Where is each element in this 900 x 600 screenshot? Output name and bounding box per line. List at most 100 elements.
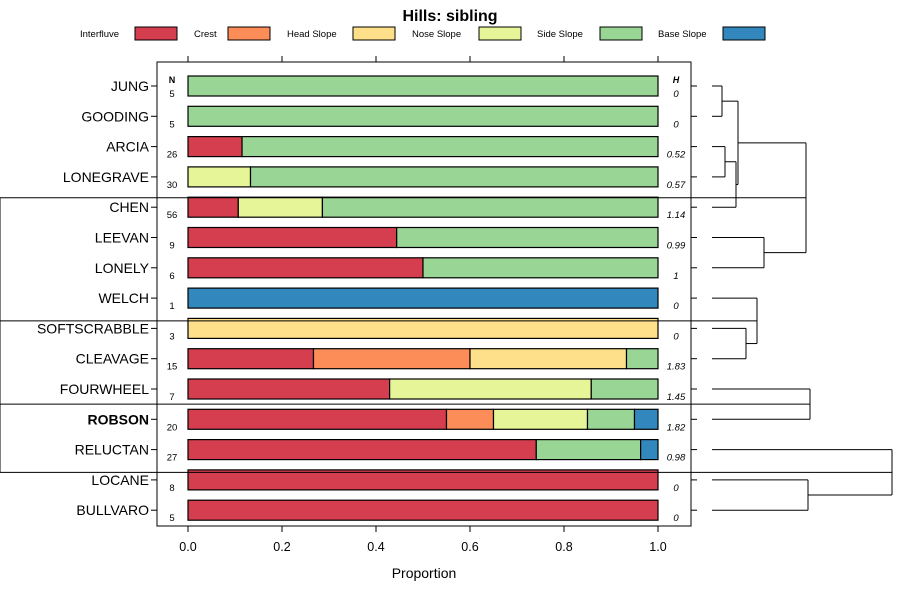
row-h-value: 0 (673, 513, 679, 524)
row-n-value: 9 (169, 241, 174, 252)
bar-segment (590, 378, 659, 400)
bar-segment (187, 105, 659, 127)
bar-segment (187, 439, 537, 461)
row-label: GOODING (81, 108, 149, 124)
row-h-value: 1.82 (667, 422, 686, 433)
legend: Interfluve Crest Head Slope Nose Slope Side … (80, 26, 766, 41)
bar-segment (187, 287, 659, 309)
row-h-value: 0.57 (667, 180, 686, 191)
bar-segment (640, 439, 659, 461)
row-n-value: 26 (167, 150, 178, 161)
row-h-value: 1 (673, 271, 678, 282)
row-label: LEEVAN (95, 230, 149, 246)
bar-segment (187, 257, 424, 279)
row-n-value: 15 (167, 362, 178, 373)
row-label: SOFTSCRABBLE (37, 320, 149, 336)
bar-row: LOCANE 8 0 (91, 469, 697, 494)
row-n-value: 1 (169, 301, 174, 312)
row-label: LOCANE (91, 472, 149, 488)
row-n-value: 8 (169, 483, 174, 494)
legend-swatch (599, 26, 643, 41)
bar-segment (187, 348, 315, 370)
row-h-value: 0 (673, 331, 679, 342)
row-n-value: 56 (167, 210, 178, 221)
x-tick-label: 0.2 (273, 540, 290, 554)
bar-segment (396, 226, 659, 249)
row-n-value: 5 (169, 513, 174, 524)
bar-segment (237, 196, 324, 218)
bar-segment (422, 257, 659, 279)
n-column-header: N (169, 75, 176, 85)
bar-segment (187, 499, 659, 521)
chart-title: Hills: sibling (402, 8, 497, 25)
row-label: LONEGRAVE (63, 169, 149, 185)
bar-segment (625, 348, 659, 370)
row-label: CHEN (109, 199, 149, 215)
bar-segment (445, 408, 495, 430)
legend-label: Side Slope (537, 29, 583, 40)
row-h-value: 0 (673, 119, 679, 130)
row-label: FOURWHEEL (60, 381, 149, 397)
legend-swatch (134, 26, 178, 41)
row-n-value: 5 (169, 119, 174, 130)
bar-segment (187, 226, 398, 249)
row-label: ARCIA (106, 139, 149, 155)
bar-row: LEEVAN 9 0.99 (95, 226, 697, 252)
row-label: BULLVARO (76, 502, 149, 518)
row-n-value: 5 (169, 89, 174, 100)
bar-row: ARCIA 26 0.52 (106, 136, 697, 161)
legend-swatch (722, 26, 766, 41)
row-h-value: 1.83 (667, 362, 686, 373)
bar-segment (312, 348, 471, 370)
bar-row: ROBSON 20 1.82 (88, 408, 697, 433)
x-tick-label: 0.6 (461, 540, 478, 554)
row-n-value: 3 (169, 331, 174, 342)
bar-row: FOURWHEEL 7 1.45 (60, 378, 697, 403)
x-tick-label: 1.0 (649, 540, 666, 554)
bar-row: JUNG 5 0 (111, 75, 697, 100)
dendrogram (0, 85, 893, 511)
row-n-value: 7 (169, 392, 174, 403)
legend-swatch (478, 26, 522, 41)
bar-segment (321, 196, 659, 218)
bar-segment (389, 378, 592, 400)
legend-label: Base Slope (658, 29, 707, 40)
bar-row: WELCH 1 0 (98, 287, 697, 312)
row-h-value: 0 (673, 483, 679, 494)
bar-segment (633, 408, 659, 430)
bar-row: GOODING 5 0 (81, 105, 697, 130)
row-h-value: 0 (673, 301, 679, 312)
row-h-value: 0 (673, 89, 679, 100)
bar-segment (187, 196, 239, 218)
row-n-value: 30 (167, 180, 178, 191)
bar-segment (187, 408, 448, 430)
plot-frame (156, 61, 692, 527)
bar-segment (492, 408, 589, 430)
bar-row: LONELY 6 1 (95, 257, 697, 282)
h-column-header: H (673, 75, 680, 85)
row-h-value: 0.98 (667, 453, 686, 464)
x-axis: 0.0 0.2 0.4 0.6 0.8 1.0 (179, 56, 667, 554)
row-h-value: 0.52 (667, 150, 686, 161)
x-tick-label: 0.8 (555, 540, 572, 554)
row-h-value: 0.99 (667, 241, 686, 252)
x-tick-label: 0.4 (367, 540, 384, 554)
legend-swatch (352, 26, 396, 41)
row-label: JUNG (111, 78, 149, 94)
row-label: WELCH (98, 290, 149, 306)
bar-row: LONEGRAVE 30 0.57 (63, 166, 697, 191)
row-label: CLEAVAGE (76, 351, 149, 367)
bar-segment (187, 378, 391, 400)
row-h-value: 1.45 (667, 392, 686, 403)
bar-row: SOFTSCRABBLE 3 0 (37, 317, 697, 342)
bar-segment (241, 136, 659, 158)
bar-segment (535, 439, 642, 461)
row-n-value: 27 (167, 453, 178, 464)
bar-row: CLEAVAGE 15 1.83 (76, 348, 697, 373)
x-axis-title: Proportion (392, 565, 457, 581)
row-n-value: 6 (169, 271, 174, 282)
bar-row: CHEN 56 1.14 (109, 196, 697, 221)
row-n-value: 20 (167, 422, 178, 433)
